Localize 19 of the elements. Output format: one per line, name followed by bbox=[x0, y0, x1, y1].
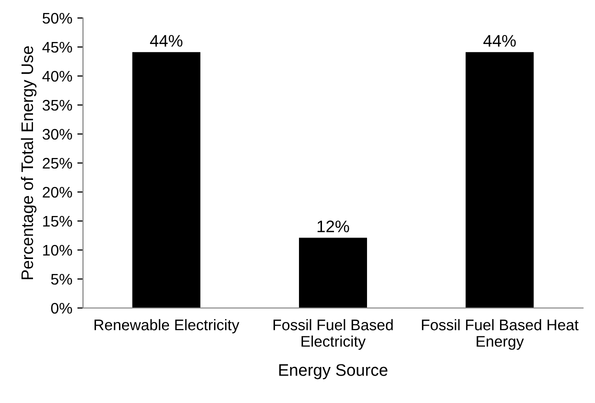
x-tick-label: Fossil Fuel Based Heat Energy bbox=[422, 319, 579, 350]
x-tick-label: Renewable Electricity bbox=[94, 319, 240, 334]
y-tick-label: 25% bbox=[42, 158, 72, 169]
x-tick-label: Fossil Fuel Based Electricity bbox=[274, 319, 393, 350]
y-tick-label: 45% bbox=[42, 42, 72, 53]
y-tick-label: 10% bbox=[43, 244, 72, 256]
y-tick-label: 30% bbox=[42, 128, 72, 140]
x-axis-title: Energy Source bbox=[279, 364, 388, 380]
y-tick-label: 0% bbox=[51, 302, 72, 314]
data-label: 12% bbox=[318, 220, 350, 232]
y-tick-label: 5% bbox=[51, 274, 72, 285]
y-tick-label: 35% bbox=[42, 100, 72, 111]
y-axis-title: Percentage of Total Energy Use bbox=[20, 46, 36, 280]
data-label: 44% bbox=[150, 35, 182, 47]
y-tick-label: 20% bbox=[42, 186, 72, 198]
y-tick-label: 15% bbox=[43, 216, 72, 227]
data-label: 44% bbox=[483, 35, 516, 47]
y-tick-label: 40% bbox=[42, 70, 72, 82]
y-tick-label: 50% bbox=[42, 12, 72, 24]
